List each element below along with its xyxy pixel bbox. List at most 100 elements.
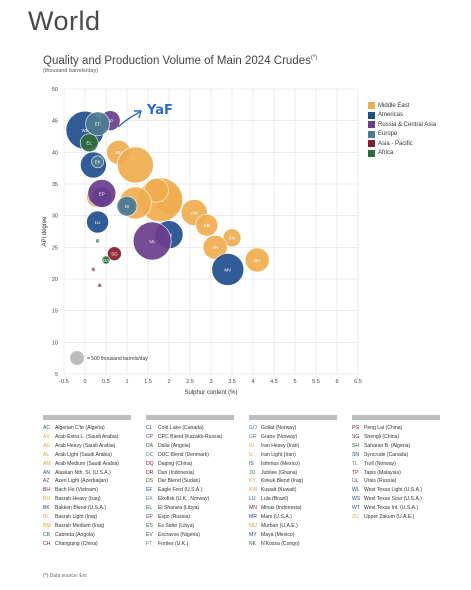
key-column-header-bar	[249, 415, 337, 420]
key-row: TP Tapis (Malaysia)	[352, 469, 447, 478]
key-row: PG Peng Lai (China)	[352, 424, 447, 433]
legend-label: Russia & Central Asia	[378, 121, 437, 128]
key-code: DA	[146, 442, 154, 449]
key-row: ES Es Sider (Libya)	[146, 522, 241, 531]
key-code: AC	[43, 425, 51, 431]
key-name: N'Kossa (Congo)	[261, 540, 300, 547]
key-name: Bach Ho (Vietnam)	[55, 487, 98, 494]
key-code: SG	[352, 433, 360, 440]
key-name: Bakken Blend (U.S.A.)	[55, 505, 106, 512]
x-tick-label: 0	[83, 379, 86, 385]
key-code: EP	[146, 514, 153, 521]
key-code: FT	[146, 540, 153, 547]
x-tick-label: 4	[251, 379, 254, 385]
key-code: DQ	[146, 460, 154, 467]
bubble	[91, 155, 104, 169]
key-name: Upper Zakum (U.A.E.)	[364, 514, 415, 521]
bubble	[101, 255, 111, 265]
key-row: SG Shengli (China)	[352, 433, 447, 442]
key-name: Forties (U.K.)	[158, 540, 189, 547]
bubble	[87, 179, 117, 208]
key-name: Cold Lake (Canada)	[158, 425, 204, 431]
key-row: IS Isthmus (Mexico)	[249, 460, 344, 469]
y-tick-label: 20	[52, 277, 58, 283]
x-tick-label: 1.5	[144, 379, 152, 385]
key-name: Azeri Light (Azerbaijan)	[55, 478, 108, 485]
key-name: Maya (Mexico)	[261, 531, 295, 538]
key-name: Saharan B. (Algeria)	[364, 442, 411, 449]
legend-label: Europe	[378, 131, 398, 138]
x-tick-label: -0.5	[59, 379, 68, 385]
key-name: Kuwait (Kuwait)	[261, 487, 297, 494]
key-row: BH Bach Ho (Vietnam)	[43, 486, 138, 495]
key-row: AN Alaskan Nth. Sl. (U.S.A.)	[43, 469, 138, 478]
bubble-label: BM	[229, 236, 236, 241]
key-row: FT Forties (U.K.)	[146, 540, 241, 549]
key-code: KW	[249, 487, 258, 494]
key-code: SN	[352, 451, 360, 458]
key-row: AH Arab Heavy (Saudi Arabia)	[43, 442, 138, 451]
bubble	[132, 221, 172, 261]
y-tick-label: 35	[52, 182, 58, 188]
key-code: IS	[249, 460, 254, 467]
y-tick-label: 30	[52, 214, 58, 220]
key-name: West Texas Int. (U.S.A.)	[364, 505, 419, 512]
key-code: LU	[249, 496, 256, 503]
bubble-label: CP	[107, 118, 113, 123]
data-source: (*) Data source: Eni	[43, 573, 87, 579]
bubble	[211, 253, 245, 286]
bubble-label: EP	[99, 191, 105, 196]
key-code: WL	[352, 487, 360, 494]
legend-swatch	[368, 149, 375, 157]
key-name: Mars (U.S.A.)	[261, 514, 292, 521]
key-row: IL Iran Light (Iran)	[249, 451, 344, 460]
key-code: AM	[43, 460, 51, 467]
annotation-arrow	[117, 111, 141, 128]
key-name: Basrah Heavy (Iraq)	[55, 496, 101, 503]
key-name: Dalia (Angola)	[158, 442, 191, 449]
key-row: ZU Upper Zakum (U.A.E.)	[352, 513, 447, 522]
key-code: ES	[146, 522, 153, 529]
key-code: GO	[249, 425, 257, 431]
key-name: Shengli (China)	[364, 433, 400, 440]
bubble-label: UL	[149, 239, 155, 244]
bubble	[97, 283, 102, 288]
key-code: DS	[146, 478, 154, 485]
key-code: AH	[43, 442, 51, 449]
legend-entry: Europe	[368, 130, 436, 140]
key-code: EV	[146, 531, 153, 538]
key-row: SH Saharan B. (Algeria)	[352, 442, 447, 451]
bubble	[79, 133, 99, 153]
key-name: Murban (U.A.E.)	[261, 522, 298, 529]
bubble	[195, 213, 219, 237]
units-label: (thousand barrels/day)	[43, 68, 99, 74]
key-row: BM Basrah Medium (Iraq)	[43, 522, 138, 531]
key-code: MN	[249, 505, 257, 512]
key-code: AZ	[43, 478, 50, 485]
key-code: DR	[146, 469, 154, 476]
key-name: Es Sider (Libya)	[158, 522, 195, 529]
key-name: Arab Heavy (Saudi Arabia)	[55, 442, 116, 449]
key-code: MR	[249, 514, 257, 521]
key-row: AZ Azeri Light (Azerbaijan)	[43, 477, 138, 486]
key-name: Goliat (Norway)	[261, 425, 297, 431]
bubble	[85, 111, 110, 137]
legend-swatch	[368, 111, 375, 119]
key-row: BL Basrah Light (Iraq)	[43, 513, 138, 522]
key-code: CP	[146, 433, 154, 440]
key-row: GR Grane (Norway)	[249, 433, 344, 442]
key-name: Isthmus (Mexico)	[261, 460, 300, 467]
key-code: KY	[249, 478, 256, 485]
key-code: UL	[352, 478, 359, 485]
key-row: IH Iran Heavy (Iran)	[249, 442, 344, 451]
legend-label: Asia - Pacific	[378, 140, 413, 147]
key-code: NK	[249, 540, 257, 547]
key-name: Iran Light (Iran)	[261, 451, 296, 458]
key-column: PG Peng Lai (China) SG Shengli (China) SH Sah…	[352, 415, 447, 522]
key-code: WS	[352, 496, 361, 503]
key-row: CL Cold Lake (Canada)	[146, 424, 241, 433]
bubble	[86, 210, 109, 234]
key-row: NK N'Kossa (Congo)	[249, 540, 344, 549]
legend-entry: Asia - Pacific	[368, 139, 436, 149]
